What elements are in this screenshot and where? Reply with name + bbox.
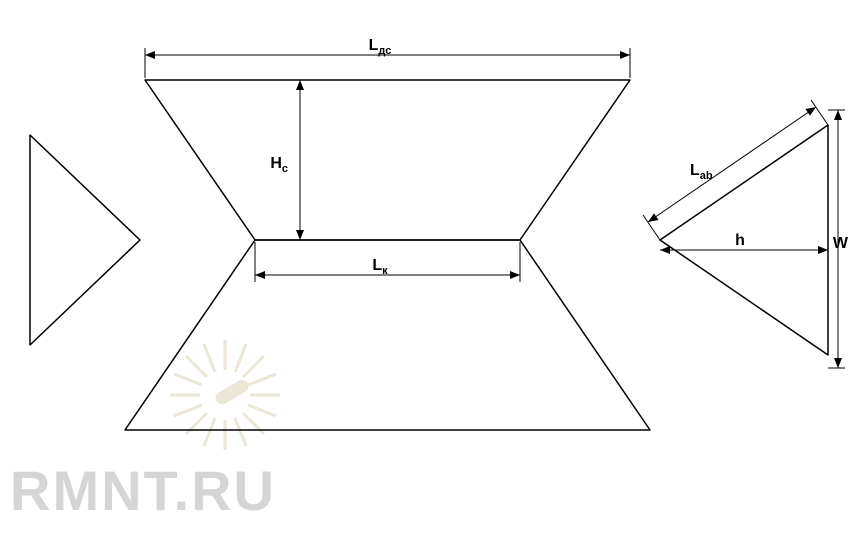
svg-text:Lab: Lab (690, 162, 713, 182)
upper-trapezoid (145, 80, 630, 240)
dim-W-label: W (833, 235, 849, 252)
dim-L-ab: Lab (643, 100, 828, 240)
dim-H-c-label: H (270, 155, 282, 172)
left-triangle (30, 135, 140, 345)
svg-text:Lк: Lк (372, 257, 388, 277)
watermark-burst (170, 340, 280, 450)
dim-L-dc: Lдс (145, 37, 630, 78)
roof-diagram: Lдс Hс Lк Lab (0, 0, 850, 533)
svg-text:Lдс: Lдс (369, 37, 392, 57)
watermark-text: RMNT.RU (10, 459, 276, 522)
dim-h-label: h (735, 232, 745, 249)
dim-h: h (660, 232, 828, 254)
dim-L-k: Lк (255, 242, 520, 282)
dim-W: W (828, 110, 849, 368)
dim-L-ab-label: L (690, 162, 700, 179)
svg-text:h: h (735, 232, 745, 249)
dim-H-c: Hс (270, 80, 304, 240)
dim-L-dc-label: L (369, 37, 379, 54)
svg-text:W: W (833, 235, 849, 252)
dim-L-k-label: L (372, 257, 382, 274)
svg-text:Hс: Hс (270, 155, 288, 175)
